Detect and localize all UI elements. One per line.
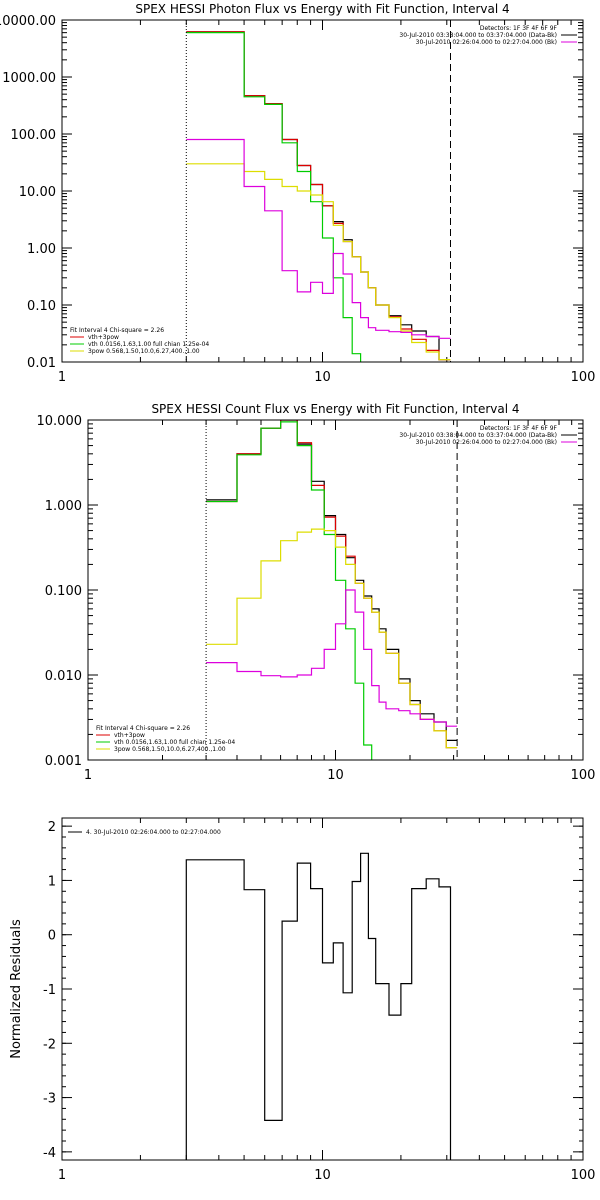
y-tick-label: -1 (43, 983, 56, 998)
y-tick-label: 0.100 (45, 584, 82, 599)
series-line-3pow (206, 528, 458, 749)
plot-frame (61, 19, 584, 363)
x-tick-label: 10 (327, 768, 344, 783)
series-line-data-bk (206, 420, 458, 741)
chart-title: SPEX HESSI Photon Flux vs Energy with Fi… (135, 2, 509, 16)
info-line: 30-Jul-2010 02:26:04.000 to 02:27:04.000… (416, 439, 557, 446)
y-tick-label: 0 (48, 929, 56, 944)
y-tick-label: 100.00 (11, 128, 57, 143)
legend-line: vth+3pow (88, 334, 119, 341)
y-tick-label: -2 (43, 1037, 56, 1052)
legend-line: 4. 30-Jul-2010 02:26:04.000 to 02:27:04.… (86, 829, 221, 836)
info-line: Detectors: 1F 3F 4F 6F 9F (480, 25, 558, 32)
y-tick-label: 0.010 (45, 669, 82, 684)
legend-line: Fit Interval 4 Chi-square = 2.26 (70, 327, 164, 334)
y-tick-label: 1.00 (27, 242, 56, 257)
y-tick-label: 2 (48, 820, 56, 835)
plot-frame (61, 817, 584, 1161)
legend-line: vth+3pow (114, 732, 145, 739)
series-line-bk (206, 589, 458, 727)
y-tick-label: -4 (43, 1146, 56, 1161)
legend-line: Fit Interval 4 Chi-square = 2.26 (96, 725, 190, 732)
x-tick-label: 100 (571, 1168, 596, 1183)
chart-title: SPEX HESSI Count Flux vs Energy with Fit… (151, 402, 519, 416)
x-tick-label: 10 (314, 1168, 331, 1183)
y-tick-label: 1 (48, 874, 56, 889)
y-tick-label: 1000.00 (2, 71, 56, 86)
series-line-vth-3pow (186, 31, 451, 361)
series-line-vth (206, 421, 373, 760)
y-axis-label: Normalized Residuals (9, 919, 24, 1059)
y-tick-label: 10.000 (37, 414, 83, 429)
y-tick-label: 0.001 (45, 754, 82, 769)
x-tick-label: 10 (314, 370, 331, 385)
y-tick-label: 0.01 (27, 356, 56, 371)
plot-frame (87, 419, 584, 761)
series-line-3pow (186, 163, 451, 361)
x-tick-label: 100 (571, 768, 596, 783)
series-line-bk (186, 138, 451, 339)
series-line-vth (186, 32, 362, 362)
x-tick-label: 1 (58, 370, 66, 385)
photon-flux-panel: SPEX HESSI Photon Flux vs Energy with Fi… (0, 2, 596, 385)
legend-line: 3pow 0.568,1.50,10.0,6.27,400.,1.00 (114, 746, 226, 753)
series-line-4-30-jul-2010-02-26-04-000-to-02-27-04-000 (185, 852, 452, 1160)
y-tick-label: 10.00 (19, 185, 56, 200)
y-tick-label: 1.000 (45, 499, 82, 514)
y-tick-label: 0.10 (27, 299, 56, 314)
y-tick-label: -3 (43, 1092, 56, 1107)
y-tick-label: 10000.00 (0, 14, 56, 29)
series-line-data-bk (186, 31, 451, 361)
legend-line: vth 0.0156,1.63,1.00 full chian 1.25e-04 (88, 341, 209, 348)
x-tick-label: 1 (58, 1168, 66, 1183)
info-line: 30-Jul-2010 02:26:04.000 to 02:27:04.000… (416, 39, 557, 46)
info-line: Detectors: 1F 3F 4F 6F 9F (480, 425, 558, 432)
count-flux-panel: SPEX HESSI Count Flux vs Energy with Fit… (37, 402, 596, 783)
series-line-vth-3pow (206, 420, 458, 749)
x-tick-label: 1 (84, 768, 92, 783)
legend-line: vth 0.0156,1.63,1.00 full chian 1.25e-04 (114, 739, 235, 746)
info-line: 30-Jul-2010 03:38:04.000 to 03:37:04.000… (399, 32, 557, 39)
x-tick-label: 100 (571, 370, 596, 385)
legend-line: 3pow 0.568,1.50,10.0,6.27,400.,1.00 (88, 348, 200, 355)
info-line: 30-Jul-2010 03:38:04.000 to 03:37:04.000… (399, 432, 557, 439)
